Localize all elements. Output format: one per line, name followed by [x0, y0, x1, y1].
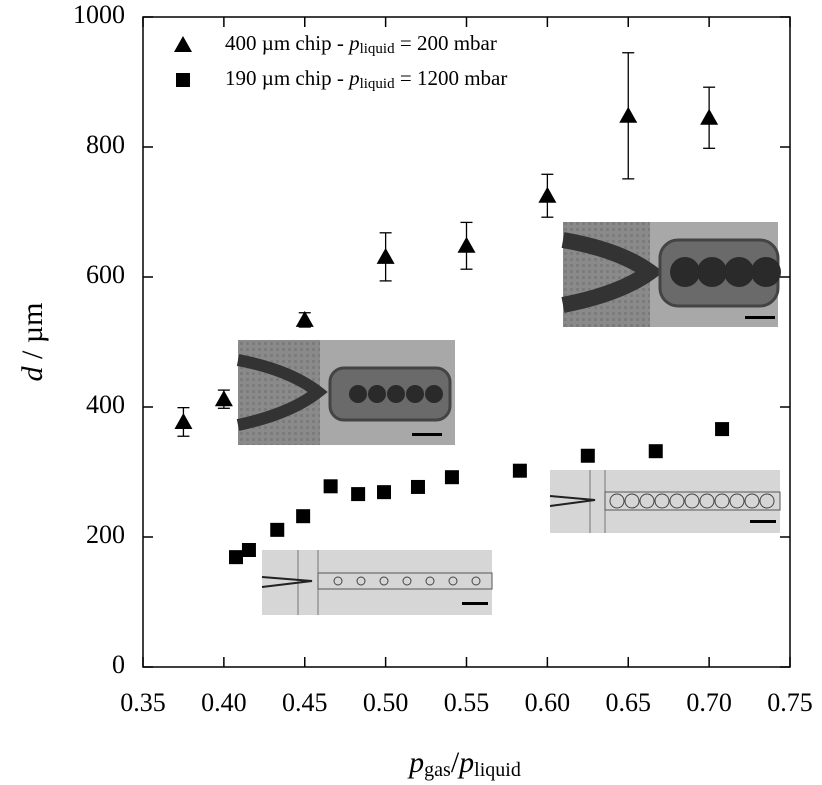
x-tick-label: 0.60 [525, 688, 571, 717]
x-tick-label: 0.70 [686, 688, 732, 717]
inset-image [261, 550, 493, 615]
label-part: 190 µm chip - [225, 66, 349, 90]
x-axis-label: pgas/pliquid [407, 746, 521, 781]
label-part: = 1200 mbar [395, 66, 508, 90]
marker [377, 485, 392, 500]
x-tick-label: 0.75 [767, 688, 813, 717]
x-tick-label: 0.55 [444, 688, 490, 717]
label-part: p [347, 31, 360, 55]
legend-marker [174, 36, 192, 52]
legend-marker [176, 73, 190, 87]
inset-image [236, 340, 455, 445]
label-part: liquid [360, 41, 396, 57]
label-part: / [451, 746, 460, 779]
y-tick-label: 600 [86, 260, 125, 289]
label-part: liquid [474, 759, 521, 781]
marker [715, 422, 730, 437]
x-tick-label: 0.40 [201, 688, 247, 717]
x-tick-label: 0.35 [120, 688, 166, 717]
marker [295, 310, 314, 327]
label-part: p [457, 746, 474, 779]
marker [619, 106, 638, 123]
inset-image [549, 470, 781, 533]
label-part: = 200 mbar [395, 31, 497, 55]
marker [376, 247, 395, 264]
marker [229, 550, 244, 565]
marker [323, 479, 338, 494]
label-part: liquid [360, 76, 396, 92]
marker [214, 390, 233, 407]
marker [270, 522, 285, 537]
y-tick-label: 200 [86, 520, 125, 549]
label-part: / µm [16, 303, 49, 367]
marker [296, 509, 311, 524]
marker [648, 444, 663, 459]
y-tick-label: 800 [86, 130, 125, 159]
label-part: 400 µm chip - [225, 31, 349, 55]
label-part: d [16, 365, 49, 381]
y-axis-label: d / µm [16, 303, 49, 382]
marker [174, 412, 193, 429]
inset-image [561, 222, 781, 327]
x-tick-label: 0.65 [606, 688, 652, 717]
label-part: p [347, 66, 360, 90]
y-tick-label: 0 [112, 650, 125, 679]
marker [410, 479, 425, 494]
marker [351, 487, 366, 502]
label-part: p [407, 746, 424, 779]
marker [512, 463, 527, 478]
marker [241, 543, 256, 557]
y-tick-label: 1000 [73, 0, 125, 29]
marker [700, 108, 719, 125]
marker [580, 448, 595, 463]
x-tick-label: 0.50 [363, 688, 409, 717]
label-part: gas [424, 759, 451, 781]
marker [538, 186, 557, 203]
marker [444, 470, 459, 485]
legend-label: 190 µm chip - pliquid = 1200 mbar [225, 66, 507, 92]
y-tick-label: 400 [86, 390, 125, 419]
marker [457, 236, 476, 253]
legend-label: 400 µm chip - pliquid = 200 mbar [225, 31, 497, 57]
x-tick-label: 0.45 [282, 688, 328, 717]
